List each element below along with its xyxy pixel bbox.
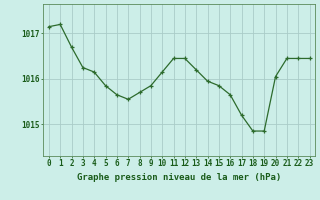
X-axis label: Graphe pression niveau de la mer (hPa): Graphe pression niveau de la mer (hPa)	[77, 173, 281, 182]
